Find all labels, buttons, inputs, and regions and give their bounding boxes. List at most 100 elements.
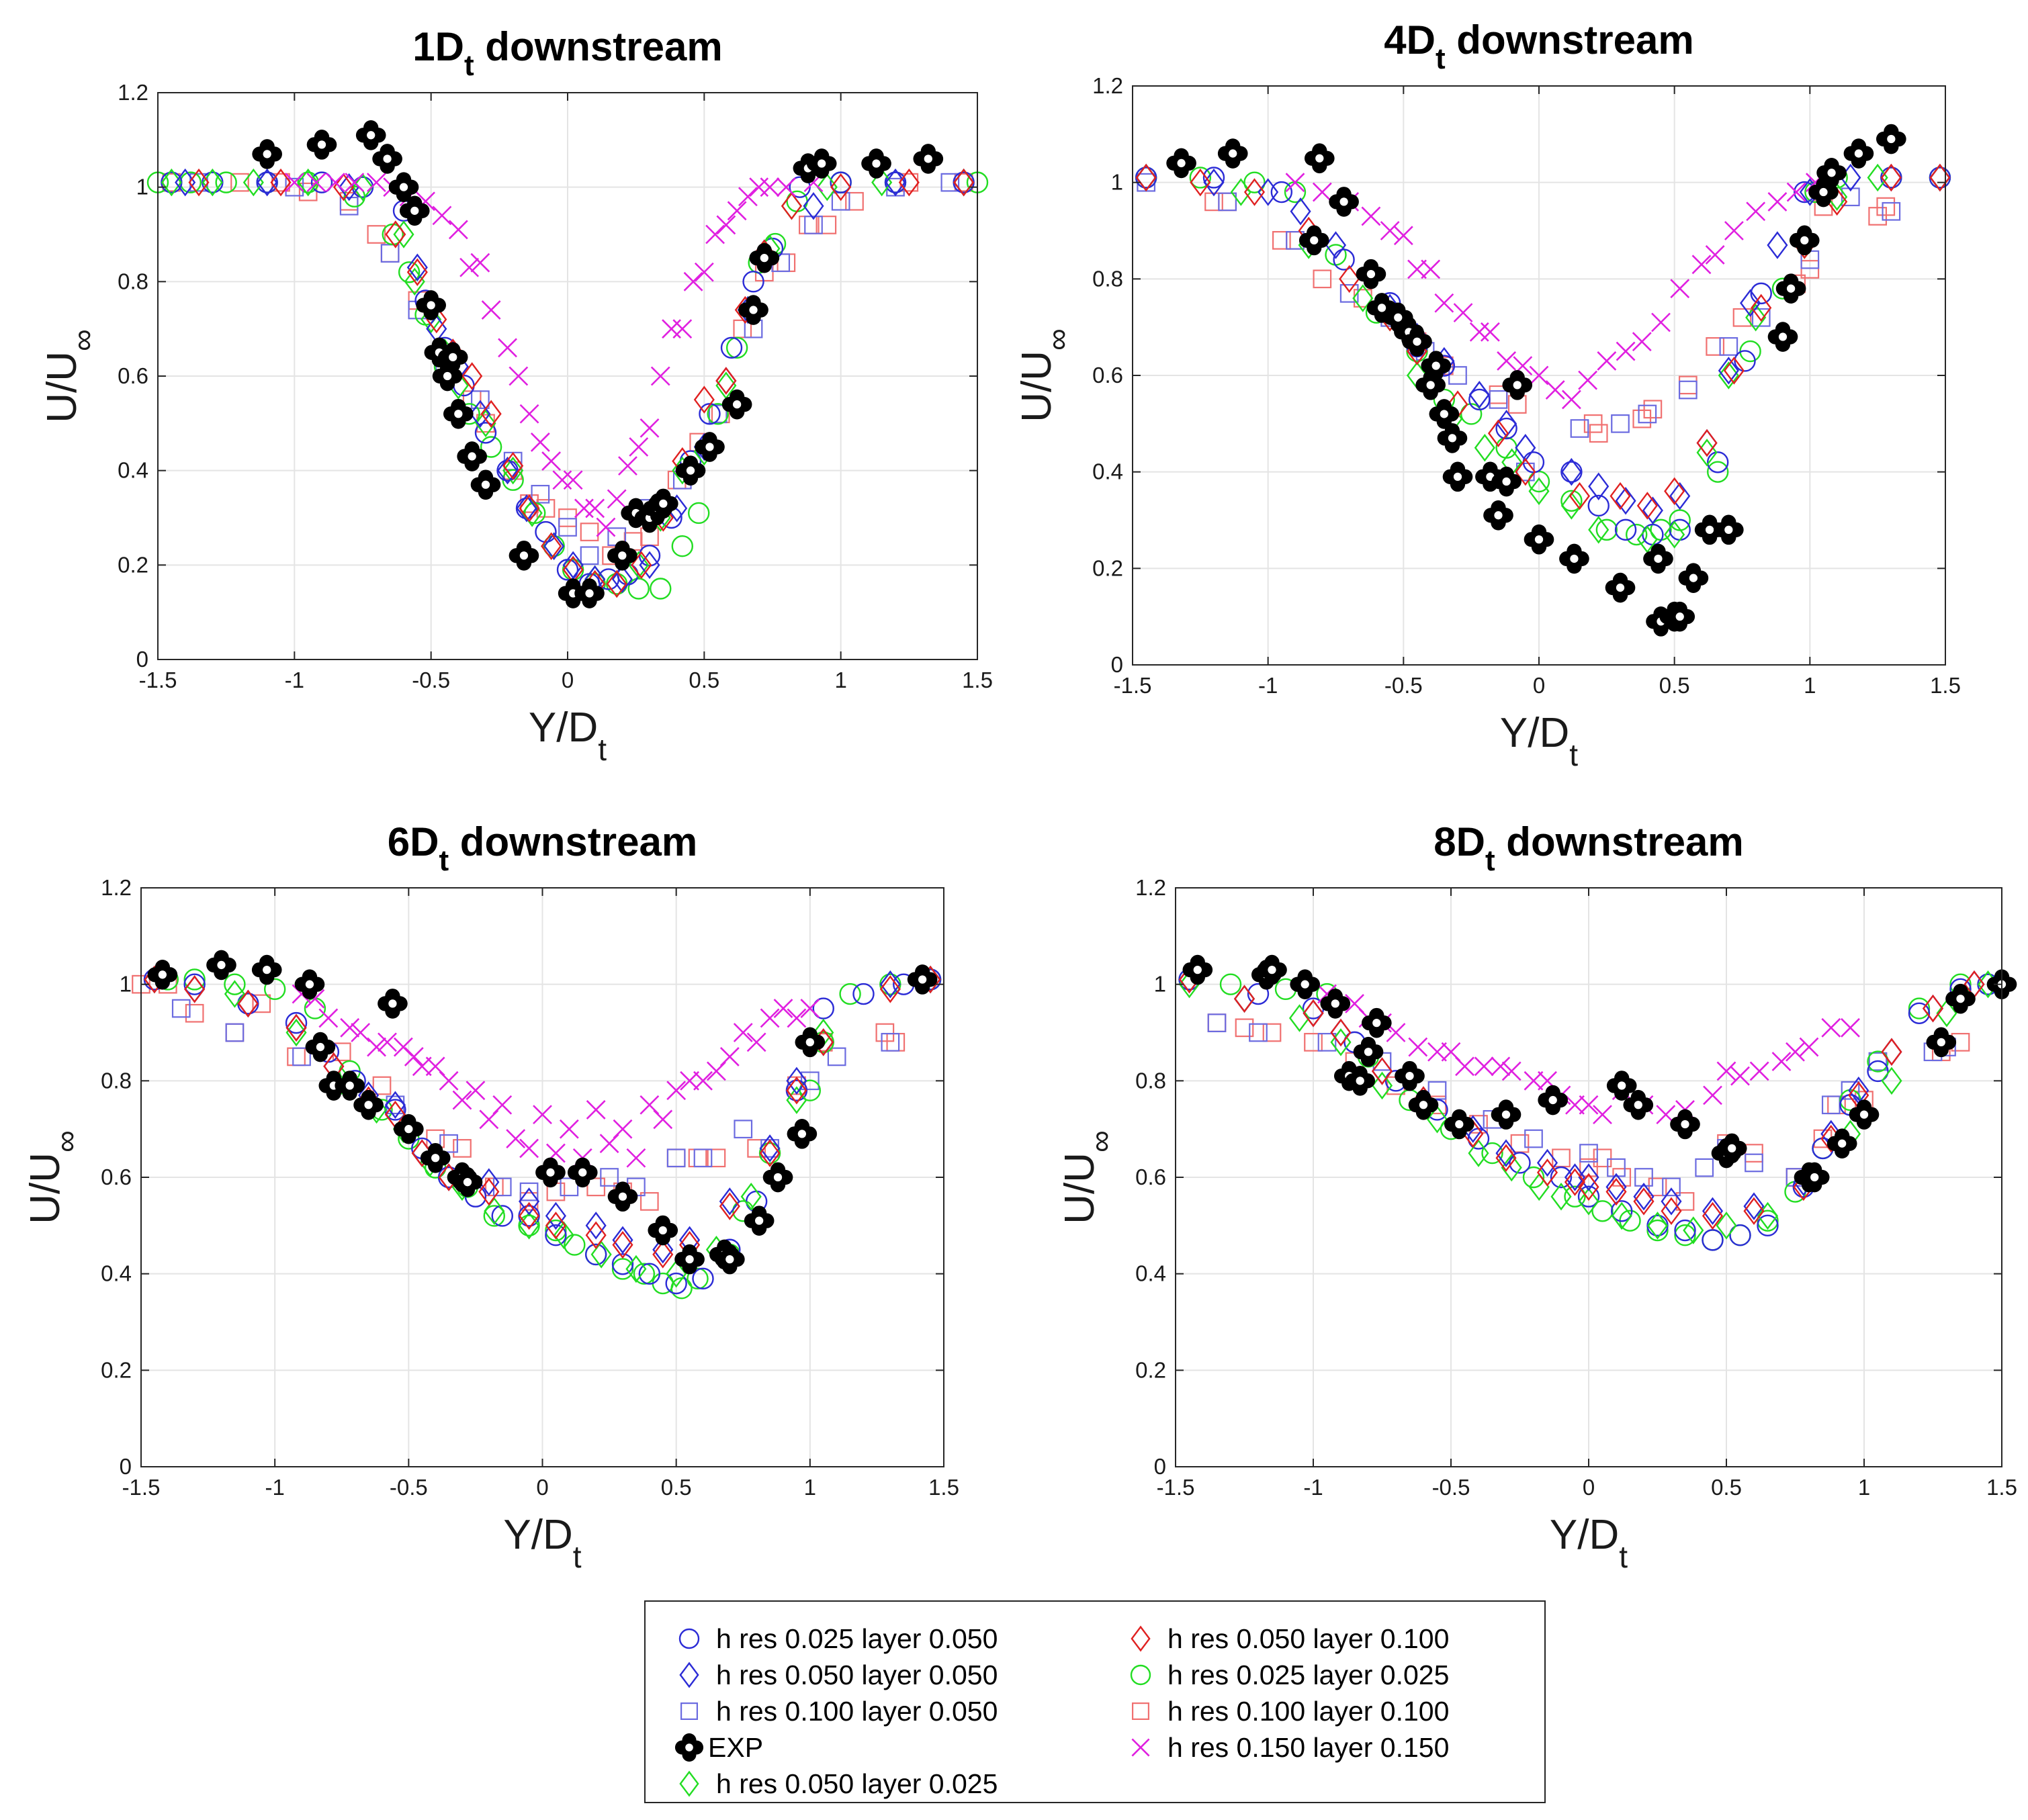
data-point	[183, 968, 206, 991]
data-point	[1402, 326, 1432, 357]
data-point	[612, 1230, 633, 1259]
x-tick-label: -1	[265, 1475, 284, 1500]
legend-entry: h res 0.100 layer 0.100	[1131, 1696, 1449, 1727]
data-point	[519, 1138, 539, 1158]
data-point	[147, 959, 178, 990]
data-point	[406, 258, 428, 287]
data-point	[773, 999, 793, 1018]
data-point	[1204, 192, 1223, 212]
data-point	[1623, 1089, 1654, 1120]
data-point	[1272, 231, 1291, 250]
y-axis-label: U/U∞	[22, 1130, 83, 1224]
data-point	[1616, 341, 1636, 361]
data-point	[1560, 457, 1582, 486]
data-point	[1746, 201, 1766, 222]
data-point	[564, 1234, 586, 1256]
x-tick-label: 1.5	[928, 1475, 959, 1500]
data-point	[707, 1148, 726, 1168]
data-point	[1632, 409, 1652, 428]
legend-label: EXP	[708, 1732, 763, 1763]
y-tick-label: 1.2	[101, 875, 132, 900]
data-point	[1453, 303, 1473, 323]
data-point	[432, 206, 452, 226]
data-point	[1536, 1148, 1558, 1177]
data-point	[596, 517, 616, 537]
data-point	[484, 1197, 505, 1226]
data-point	[694, 262, 714, 282]
data-point	[1740, 289, 1761, 317]
legend-marker	[680, 1702, 698, 1721]
x-tick-label: -1.5	[139, 668, 177, 692]
data-point	[1290, 969, 1321, 999]
data-point	[787, 1119, 818, 1149]
data-point	[1757, 1214, 1779, 1237]
data-point	[1219, 973, 1242, 995]
data-point	[393, 220, 414, 248]
data-point	[1786, 182, 1806, 202]
data-point	[744, 1205, 775, 1236]
data-point	[584, 1243, 607, 1266]
y-tick-label: 1.2	[118, 80, 148, 105]
data-point	[553, 1221, 574, 1249]
data-point	[1610, 482, 1631, 510]
data-point	[1664, 477, 1685, 506]
data-point	[776, 177, 796, 197]
data-point	[385, 220, 406, 248]
y-axis-label: U/U∞	[39, 329, 100, 423]
data-point	[707, 403, 729, 425]
data-point	[1491, 1056, 1511, 1077]
legend-box	[644, 1600, 1546, 1803]
data-point	[606, 570, 627, 598]
data-point	[340, 1017, 360, 1038]
data-point	[845, 191, 864, 211]
series-h-res-0-100-layer-0-050	[1137, 173, 1901, 482]
data-point	[734, 1120, 753, 1139]
y-axis-label: U/U∞	[1057, 1130, 1118, 1224]
data-point	[560, 1177, 579, 1197]
data-point	[638, 1263, 661, 1285]
legend-entry: h res 0.025 layer 0.025	[1130, 1659, 1449, 1690]
data-point	[759, 1134, 781, 1163]
data-point	[611, 1258, 634, 1280]
data-point	[1339, 265, 1360, 293]
data-point	[1235, 1018, 1254, 1038]
data-point	[1702, 1229, 1724, 1251]
legend-entry: h res 0.050 layer 0.100	[1131, 1623, 1449, 1654]
data-point	[1589, 424, 1608, 443]
data-point	[545, 1201, 566, 1230]
legend-entry: h res 0.025 layer 0.050	[678, 1623, 998, 1654]
data-point	[372, 1076, 392, 1095]
data-point	[498, 338, 517, 358]
data-point	[1646, 1212, 1669, 1240]
data-point	[453, 1139, 472, 1158]
data-point	[738, 187, 758, 207]
data-point	[480, 436, 502, 458]
data-point	[640, 1192, 659, 1211]
data-point	[1545, 380, 1565, 400]
data-point	[452, 1167, 483, 1197]
data-point	[719, 1192, 740, 1220]
data-point	[1559, 543, 1589, 574]
data-point	[786, 1066, 807, 1095]
data-point	[335, 1071, 365, 1101]
data-point	[1583, 414, 1603, 433]
data-point	[1190, 168, 1211, 197]
data-point	[519, 1187, 540, 1216]
series-h-res-0-050-layer-0-100	[1135, 163, 1951, 520]
data-point	[562, 551, 584, 580]
data-point	[1313, 269, 1332, 289]
data-point	[388, 172, 419, 202]
legend-label: h res 0.050 layer 0.050	[716, 1659, 998, 1690]
data-point	[1605, 1173, 1627, 1201]
data-point	[1986, 969, 2017, 999]
legend-marker	[679, 1662, 699, 1688]
data-point	[1468, 1139, 1489, 1167]
data-point	[1723, 357, 1745, 385]
data-point	[1683, 1216, 1704, 1244]
data-point	[861, 148, 891, 179]
data-point	[640, 418, 660, 438]
x-tick-label: 0.5	[1711, 1475, 1742, 1500]
data-point	[1633, 1187, 1655, 1216]
data-point	[1648, 1177, 1667, 1197]
